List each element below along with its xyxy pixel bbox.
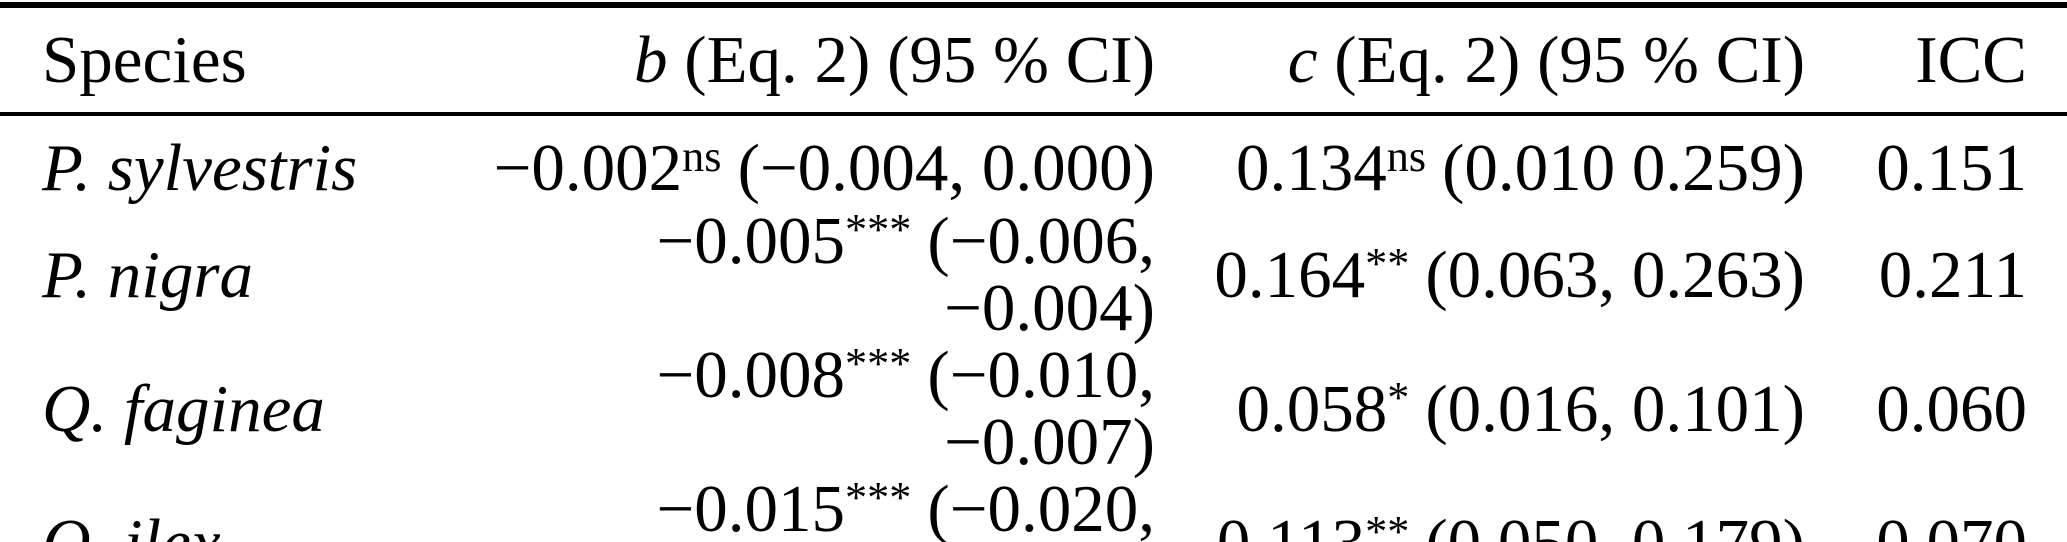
cell-species: Q. ilex [0, 476, 470, 542]
header-b-variable: b [634, 22, 668, 97]
cell-b: −0.005*** (−0.006, −0.004) [470, 208, 1155, 342]
b-confidence-interval: (−0.020, −0.011) [927, 472, 1155, 542]
b-confidence-interval: (−0.006, −0.004) [927, 204, 1155, 345]
table-row: P. nigra −0.005*** (−0.006, −0.004) 0.164… [0, 208, 2067, 342]
table-row: P. sylvestris −0.002ns (−0.004, 0.000) 0.… [0, 114, 2067, 208]
table-row: Q. faginea −0.008*** (−0.010, −0.007) 0.0… [0, 342, 2067, 476]
b-significance: *** [844, 473, 912, 523]
c-estimate: 0.113 [1217, 506, 1365, 542]
header-icc: ICC [1805, 5, 2067, 116]
c-confidence-interval: (0.050, 0.179) [1425, 506, 1805, 542]
c-significance: ns [1386, 131, 1427, 181]
c-significance: ** [1365, 238, 1410, 288]
c-confidence-interval: (0.010 0.259) [1442, 130, 1805, 205]
cell-species: P. nigra [0, 208, 470, 342]
b-confidence-interval: (−0.010, −0.007) [927, 338, 1155, 479]
table-row: Q. ilex −0.015***(−0.020, −0.011) 0.113*… [0, 476, 2067, 542]
cell-c: 0.113** (0.050, 0.179) [1155, 476, 1805, 542]
header-b: b (Eq. 2) (95 % CI) [470, 5, 1155, 116]
header-row: Species b (Eq. 2) (95 % CI) c (Eq. 2) (9… [0, 5, 2067, 116]
icc-value: 0.151 [1876, 130, 2027, 205]
cell-b: −0.008*** (−0.010, −0.007) [470, 342, 1155, 476]
b-estimate: −0.008 [656, 338, 845, 412]
icc-value: 0.070 [1876, 506, 2027, 542]
species-name: Q. ilex [42, 506, 221, 542]
header-c-variable: c [1287, 22, 1318, 97]
cell-b: −0.015***(−0.020, −0.011) [470, 476, 1155, 542]
cell-c: 0.058* (0.016, 0.101) [1155, 342, 1805, 476]
cell-c: 0.134ns (0.010 0.259) [1155, 114, 1805, 208]
species-name: P. nigra [42, 237, 253, 312]
c-confidence-interval: (0.063, 0.263) [1425, 237, 1805, 312]
cell-c: 0.164** (0.063, 0.263) [1155, 208, 1805, 342]
header-icc-label: ICC [1915, 22, 2027, 97]
species-name: P. sylvestris [42, 130, 358, 205]
c-significance: * [1387, 372, 1410, 422]
c-estimate: 0.164 [1214, 237, 1366, 312]
b-confidence-interval: (−0.004, 0.000) [737, 130, 1155, 205]
c-estimate: 0.058 [1236, 371, 1388, 446]
header-c-rest: (Eq. 2) (95 % CI) [1334, 22, 1805, 97]
c-confidence-interval: (0.016, 0.101) [1425, 371, 1805, 446]
b-significance: *** [844, 339, 912, 389]
header-species: Species [0, 5, 470, 116]
header-c: c (Eq. 2) (95 % CI) [1155, 5, 1805, 116]
cell-b: −0.002ns (−0.004, 0.000) [470, 114, 1155, 208]
table-header: Species b (Eq. 2) (95 % CI) c (Eq. 2) (9… [0, 5, 2067, 116]
b-significance: *** [844, 205, 912, 255]
table-body: P. sylvestris −0.002ns (−0.004, 0.000) 0.… [0, 114, 2067, 542]
cell-icc: 0.070 [1805, 476, 2067, 542]
species-name: Q. faginea [42, 371, 325, 446]
cell-species: P. sylvestris [0, 114, 470, 208]
c-estimate: 0.134 [1235, 130, 1387, 205]
header-species-label: Species [42, 22, 247, 97]
c-significance: ** [1365, 506, 1410, 542]
b-estimate: −0.005 [656, 204, 845, 278]
cell-icc: 0.060 [1805, 342, 2067, 476]
b-estimate: −0.002 [493, 130, 683, 205]
icc-value: 0.211 [1878, 237, 2027, 312]
header-b-rest: (Eq. 2) (95 % CI) [684, 22, 1155, 97]
cell-species: Q. faginea [0, 342, 470, 476]
b-estimate: −0.015 [656, 472, 845, 542]
cell-icc: 0.151 [1805, 114, 2067, 208]
b-significance: ns [682, 131, 722, 181]
cell-icc: 0.211 [1805, 208, 2067, 342]
icc-value: 0.060 [1876, 371, 2027, 446]
